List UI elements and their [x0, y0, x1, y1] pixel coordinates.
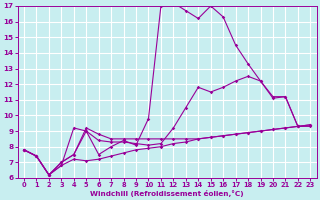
X-axis label: Windchill (Refroidissement éolien,°C): Windchill (Refroidissement éolien,°C) [90, 190, 244, 197]
